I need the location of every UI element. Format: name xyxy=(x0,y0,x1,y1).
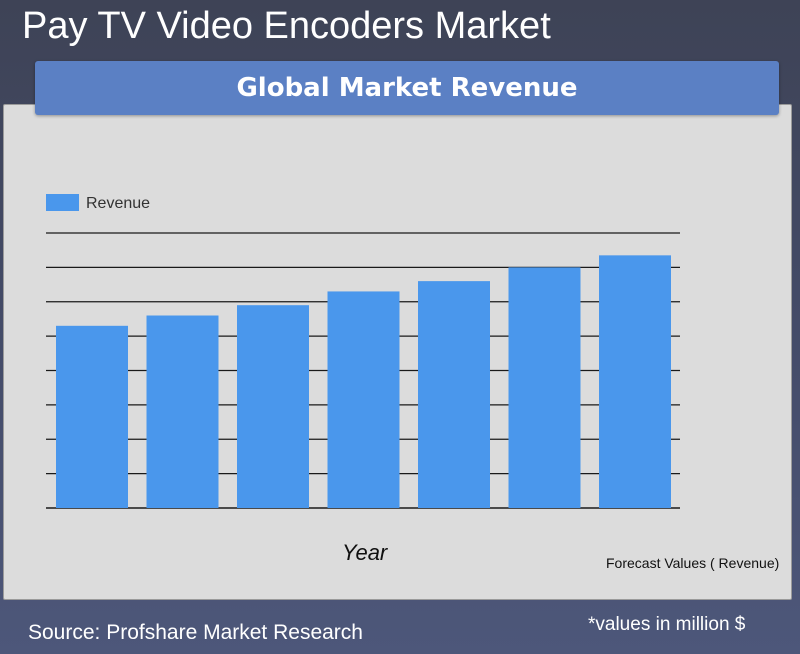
chart-title: Global Market Revenue xyxy=(236,73,578,103)
bar xyxy=(599,255,671,508)
legend: Revenue xyxy=(46,194,150,212)
source-text: Source: Profshare Market Research xyxy=(28,621,363,644)
bar xyxy=(146,315,219,508)
bar xyxy=(56,325,128,508)
bar xyxy=(418,281,490,508)
forecast-note: Forecast Values ( Revenue) xyxy=(606,555,780,571)
chart-banner: Global Market Revenue xyxy=(35,61,779,115)
units-note: *values in million $ xyxy=(588,614,746,635)
bars xyxy=(56,255,671,508)
bar xyxy=(508,267,581,508)
legend-swatch xyxy=(46,194,79,211)
legend-label: Revenue xyxy=(86,195,150,212)
bar xyxy=(237,305,309,508)
bar xyxy=(327,291,400,508)
page-title: Pay TV Video Encoders Market xyxy=(22,5,551,47)
x-axis-label: Year xyxy=(342,540,388,565)
